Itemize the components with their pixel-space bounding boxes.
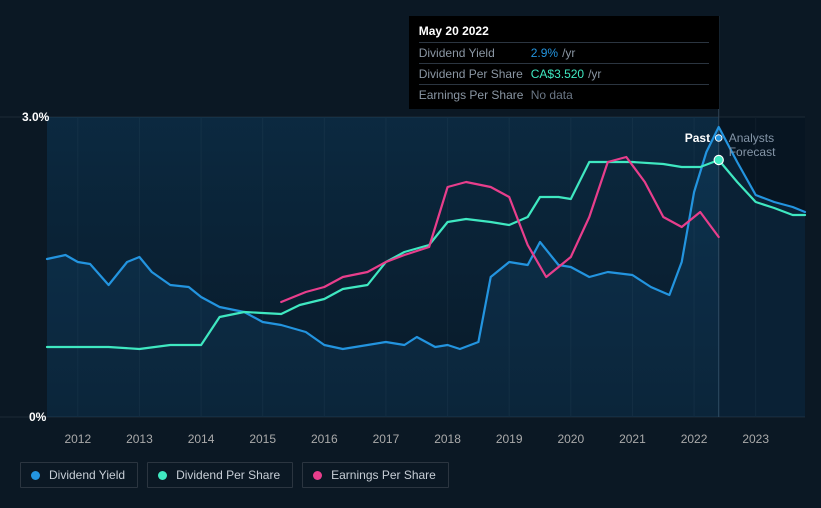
- legend-item-dividend-yield[interactable]: Dividend Yield: [20, 462, 138, 488]
- chart-tooltip: May 20 2022 Dividend Yield 2.9% /yr Divi…: [409, 16, 719, 109]
- x-axis-tick-label: 2022: [681, 432, 708, 446]
- dividend-chart: 3.0% 0% 2012 2013 2014 2015 2016 2017 2018 2019…: [0, 0, 821, 508]
- tooltip-value: 2.9%: [531, 46, 558, 60]
- forecast-region-label: Analysts Forecast: [729, 131, 821, 159]
- x-axis-tick-label: 2018: [434, 432, 461, 446]
- legend-swatch-icon: [158, 471, 167, 480]
- tooltip-unit: /yr: [588, 67, 601, 81]
- y-axis-max-label: 3.0%: [22, 110, 49, 124]
- x-axis-tick-label: 2014: [188, 432, 215, 446]
- y-axis-min-label: 0%: [29, 410, 46, 424]
- legend-label: Earnings Per Share: [331, 468, 436, 482]
- legend-swatch-icon: [31, 471, 40, 480]
- x-axis-tick-label: 2013: [126, 432, 153, 446]
- tooltip-row-dividend-yield: Dividend Yield 2.9% /yr: [419, 42, 709, 63]
- tooltip-label: Earnings Per Share: [419, 88, 531, 102]
- legend-item-dividend-per-share[interactable]: Dividend Per Share: [147, 462, 293, 488]
- x-axis-tick-label: 2023: [742, 432, 769, 446]
- tooltip-label: Dividend Yield: [419, 46, 531, 60]
- tooltip-title: May 20 2022: [419, 24, 709, 42]
- x-axis-tick-label: 2019: [496, 432, 523, 446]
- past-region-label: Past: [685, 131, 710, 145]
- x-axis-tick-label: 2015: [249, 432, 276, 446]
- x-axis-tick-label: 2016: [311, 432, 338, 446]
- legend-label: Dividend Per Share: [176, 468, 280, 482]
- tooltip-value: No data: [531, 88, 573, 102]
- tooltip-unit: /yr: [562, 46, 575, 60]
- chart-legend: Dividend Yield Dividend Per Share Earnin…: [20, 462, 449, 488]
- x-axis-tick-label: 2020: [557, 432, 584, 446]
- tooltip-label: Dividend Per Share: [419, 67, 531, 81]
- legend-label: Dividend Yield: [49, 468, 125, 482]
- legend-item-earnings-per-share[interactable]: Earnings Per Share: [302, 462, 449, 488]
- tooltip-value: CA$3.520: [531, 67, 584, 81]
- x-axis-tick-label: 2012: [64, 432, 91, 446]
- x-axis-tick-label: 2017: [373, 432, 400, 446]
- tooltip-row-earnings-per-share: Earnings Per Share No data: [419, 84, 709, 105]
- x-axis-tick-label: 2021: [619, 432, 646, 446]
- legend-swatch-icon: [313, 471, 322, 480]
- tooltip-row-dividend-per-share: Dividend Per Share CA$3.520 /yr: [419, 63, 709, 84]
